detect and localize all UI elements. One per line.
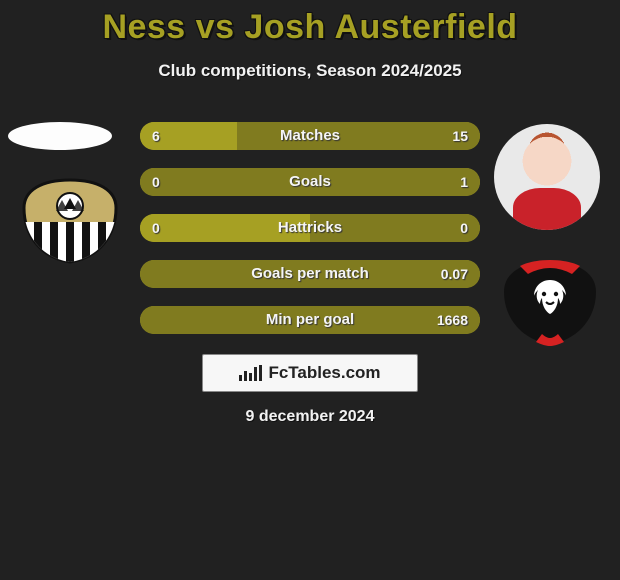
stat-label: Goals xyxy=(140,168,480,196)
stat-value-right: 0.07 xyxy=(441,260,468,288)
stat-row: Goals per match0.07 xyxy=(140,260,480,288)
subtitle: Club competitions, Season 2024/2025 xyxy=(0,61,620,81)
stat-value-right: 15 xyxy=(452,122,468,150)
date-text: 9 december 2024 xyxy=(0,408,620,426)
stat-label: Goals per match xyxy=(140,260,480,288)
brand-card[interactable]: FcTables.com xyxy=(202,354,418,392)
brand-text: FcTables.com xyxy=(268,363,380,383)
stat-label: Matches xyxy=(140,122,480,150)
stat-value-right: 1 xyxy=(460,168,468,196)
stat-row: Matches6 15 xyxy=(140,122,480,150)
stat-label: Hattricks xyxy=(140,214,480,242)
stat-value-right: 0 xyxy=(460,214,468,242)
stat-value-left: 0 xyxy=(152,168,160,196)
stat-row: Goals0 1 xyxy=(140,168,480,196)
stat-value-right: 1668 xyxy=(437,306,468,334)
player-left-avatar xyxy=(8,122,112,150)
stat-value-left: 0 xyxy=(152,214,160,242)
club-left-crest xyxy=(20,178,120,264)
player-right-avatar xyxy=(494,124,600,230)
stat-label: Min per goal xyxy=(140,306,480,334)
stats-container: Matches615Goals01Hattricks00Goals per ma… xyxy=(140,122,480,352)
bar-chart-icon xyxy=(239,365,262,381)
stat-value-left: 6 xyxy=(152,122,160,150)
club-right-crest xyxy=(500,260,600,346)
stat-row: Min per goal1668 xyxy=(140,306,480,334)
page-title: Ness vs Josh Austerfield xyxy=(0,0,620,47)
stat-row: Hattricks0 0 xyxy=(140,214,480,242)
